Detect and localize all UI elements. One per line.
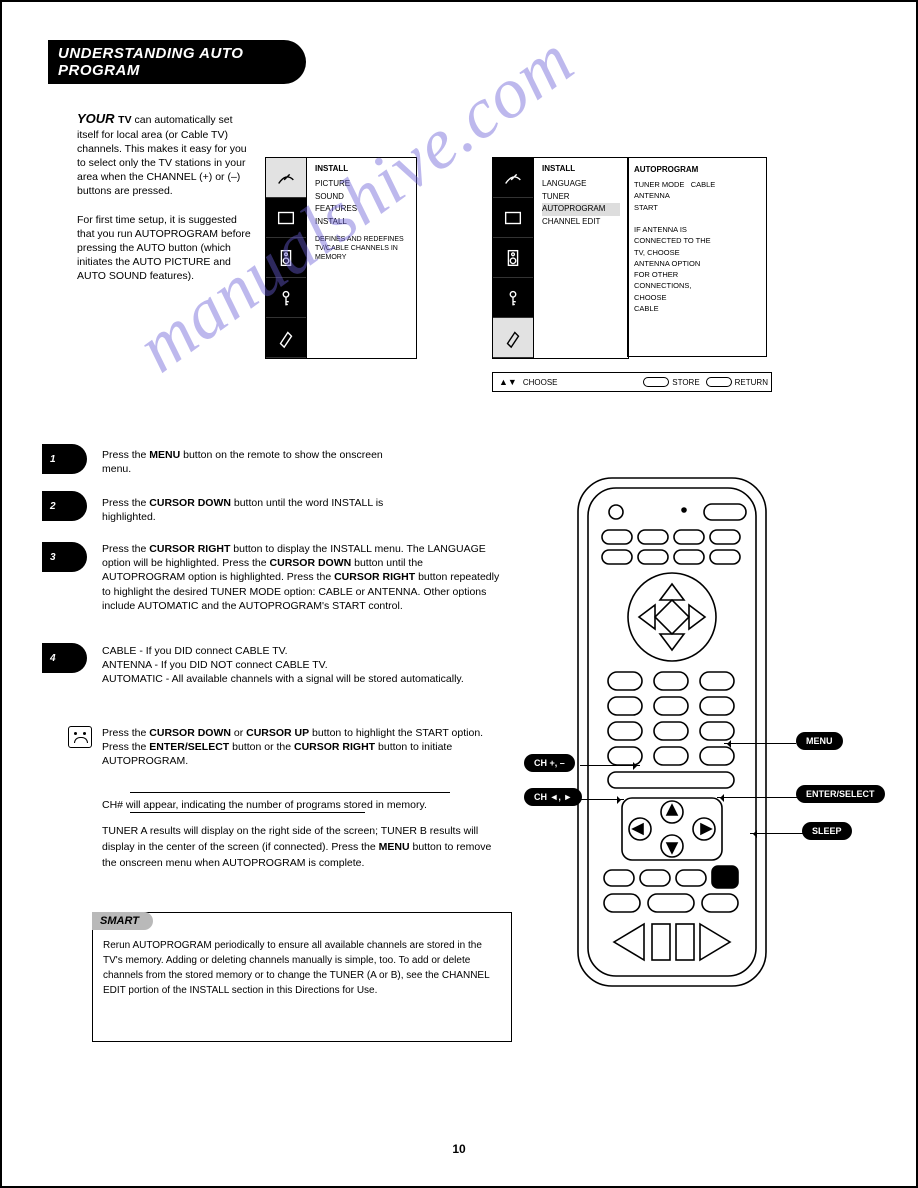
pill-icon <box>643 377 669 387</box>
panelC-row: START <box>634 202 760 213</box>
step-tab-4: 4 <box>42 643 87 673</box>
dish-icon <box>266 158 306 198</box>
arrow-line <box>717 797 797 798</box>
panelC-row: TUNER MODE CABLE <box>634 179 760 190</box>
menu-panel-install: INSTALL LANGUAGE TUNER AUTOPROGRAM CHANN… <box>492 157 629 359</box>
dish-icon <box>493 158 533 198</box>
remote-icon <box>493 318 533 358</box>
panelA-item: INSTALL <box>315 216 408 229</box>
remote-label-chb: CH ◄, ► <box>524 788 582 806</box>
menu-navbar: ▲▼ CHOOSE STORE RETURN <box>492 372 772 392</box>
intro-lead: YOUR <box>77 111 118 126</box>
panelA-heading: INSTALL <box>315 163 408 176</box>
speaker-icon <box>493 238 533 278</box>
step-4-text: CABLE - If you DID connect CABLE TV. ANT… <box>102 644 507 687</box>
remote-label-cha: CH +, – <box>524 754 575 772</box>
panelA-extra: DEFINES AND REDEFINES TV/CABLE CHANNELS … <box>315 235 408 262</box>
screen-icon <box>493 198 533 238</box>
arrow-line <box>580 765 640 766</box>
navbar-store: STORE <box>672 378 699 387</box>
step-tab-2: 2 <box>42 491 87 521</box>
intro-note: For first time setup, it is suggested th… <box>77 214 251 283</box>
auto-paragraph: Press the CURSOR DOWN or CURSOR UP butto… <box>102 726 507 769</box>
menu-list-install: INSTALL LANGUAGE TUNER AUTOPROGRAM CHANN… <box>533 158 628 358</box>
panelB-item: LANGUAGE <box>542 178 620 191</box>
extras-text: TUNER A results will display on the righ… <box>102 824 507 871</box>
remote-label-enter: ENTER/SELECT <box>796 785 885 803</box>
pill-icon <box>706 377 732 387</box>
key-icon <box>493 278 533 318</box>
menu-list-main: INSTALL PICTURE SOUND FEATURES INSTALL D… <box>306 158 416 358</box>
arrow-line <box>580 799 624 800</box>
panelA-item: FEATURES <box>315 203 408 216</box>
menu-iconcol-b <box>493 158 533 358</box>
divider-line <box>130 812 365 813</box>
sad-face-icon <box>68 726 92 748</box>
page: UNDERSTANDING AUTO PROGRAM YOUR TV can a… <box>0 0 918 1188</box>
panelB-item-selected: AUTOPROGRAM <box>542 203 620 216</box>
divider-line <box>130 792 450 793</box>
navbar-choose: CHOOSE <box>523 378 640 387</box>
intro-rest: can automatically set itself for local a… <box>77 114 247 197</box>
page-title: UNDERSTANDING AUTO PROGRAM <box>58 45 306 79</box>
menu-panel-autoprogram: AUTOPROGRAM TUNER MODE CABLE ANTENNA STA… <box>627 157 767 357</box>
page-title-bar: UNDERSTANDING AUTO PROGRAM <box>48 40 306 84</box>
step-1-text: Press the MENU button on the remote to s… <box>102 448 387 476</box>
step-3-text: Press the CURSOR RIGHT button to display… <box>102 542 502 613</box>
panelC-desc: ANTENNA OPTION <box>634 258 760 269</box>
step-4b: ANTENNA - If you DID NOT connect CABLE T… <box>102 658 507 672</box>
panelC-desc: TV, CHOOSE <box>634 247 760 258</box>
hint-box: SMART Rerun AUTOPROGRAM periodically to … <box>92 912 512 1042</box>
panelB-item: TUNER <box>542 191 620 204</box>
below-line-text: CH# will appear, indicating the number o… <box>102 798 507 812</box>
remote-diagram <box>572 472 772 992</box>
panelA-item: PICTURE <box>315 178 408 191</box>
intro-bold: TV <box>118 114 131 126</box>
up-down-icon: ▲▼ <box>499 377 517 387</box>
arrow-line <box>750 833 804 834</box>
remote-icon <box>266 318 306 358</box>
panelB-item: CHANNEL EDIT <box>542 216 620 229</box>
panelB-heading: INSTALL <box>542 163 620 176</box>
menu-panel-main: INSTALL PICTURE SOUND FEATURES INSTALL D… <box>265 157 417 359</box>
panelC-desc: CONNECTED TO THE <box>634 235 760 246</box>
arrow-line <box>724 743 796 744</box>
hint-label: SMART <box>92 912 153 930</box>
panelA-item: SOUND <box>315 191 408 204</box>
panelC-desc: FOR OTHER <box>634 269 760 280</box>
step-4c: AUTOMATIC - All available channels with … <box>102 672 507 686</box>
step-tab-1: 1 <box>42 444 87 474</box>
panelC-desc: IF ANTENNA IS <box>634 224 760 235</box>
panelC-row: ANTENNA <box>634 190 760 201</box>
hint-body: Rerun AUTOPROGRAM periodically to ensure… <box>103 938 501 998</box>
navbar-return: RETURN <box>735 378 768 387</box>
step-tab-3: 3 <box>42 542 87 572</box>
remote-label-sleep: SLEEP <box>802 822 852 840</box>
panelC-heading: AUTOPROGRAM <box>634 164 760 176</box>
menu-iconcol <box>266 158 306 358</box>
remote-label-menu: MENU <box>796 732 843 750</box>
page-number: 10 <box>452 1142 465 1156</box>
step-2-text: Press the CURSOR DOWN button until the w… <box>102 496 387 524</box>
screen-icon <box>266 198 306 238</box>
key-icon <box>266 278 306 318</box>
panelC-desc: CHOOSE <box>634 292 760 303</box>
step-4a: CABLE - If you DID connect CABLE TV. <box>102 644 507 658</box>
panelC-desc: CABLE <box>634 303 760 314</box>
speaker-icon <box>266 238 306 278</box>
intro-text: YOUR TV can automatically set itself for… <box>77 110 252 283</box>
panelC-desc: CONNECTIONS, <box>634 280 760 291</box>
